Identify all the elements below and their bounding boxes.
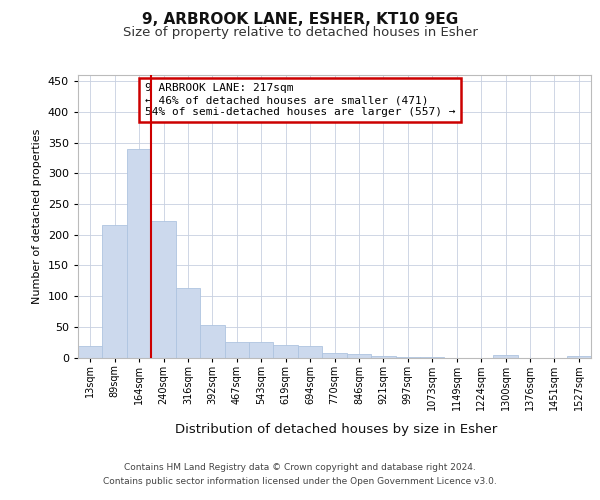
Bar [298, 346, 322, 358]
Text: Contains HM Land Registry data © Crown copyright and database right 2024.: Contains HM Land Registry data © Crown c… [124, 464, 476, 472]
Text: Distribution of detached houses by size in Esher: Distribution of detached houses by size … [175, 422, 497, 436]
Bar [371, 356, 395, 358]
Bar [274, 345, 298, 358]
Bar [78, 346, 103, 358]
Bar [566, 356, 591, 358]
Bar [176, 288, 200, 358]
Text: Size of property relative to detached houses in Esher: Size of property relative to detached ho… [122, 26, 478, 39]
Bar [322, 352, 347, 358]
Text: 9 ARBROOK LANE: 217sqm
← 46% of detached houses are smaller (471)
54% of semi-de: 9 ARBROOK LANE: 217sqm ← 46% of detached… [145, 84, 455, 116]
Bar [347, 354, 371, 358]
Y-axis label: Number of detached properties: Number of detached properties [32, 128, 42, 304]
Bar [224, 342, 249, 357]
Text: 9, ARBROOK LANE, ESHER, KT10 9EG: 9, ARBROOK LANE, ESHER, KT10 9EG [142, 12, 458, 28]
Bar [103, 226, 127, 358]
Bar [420, 357, 445, 358]
Bar [249, 342, 274, 357]
Text: Contains public sector information licensed under the Open Government Licence v3: Contains public sector information licen… [103, 477, 497, 486]
Bar [127, 148, 151, 358]
Bar [200, 325, 224, 358]
Bar [151, 221, 176, 358]
Bar [395, 357, 420, 358]
Bar [493, 355, 518, 358]
